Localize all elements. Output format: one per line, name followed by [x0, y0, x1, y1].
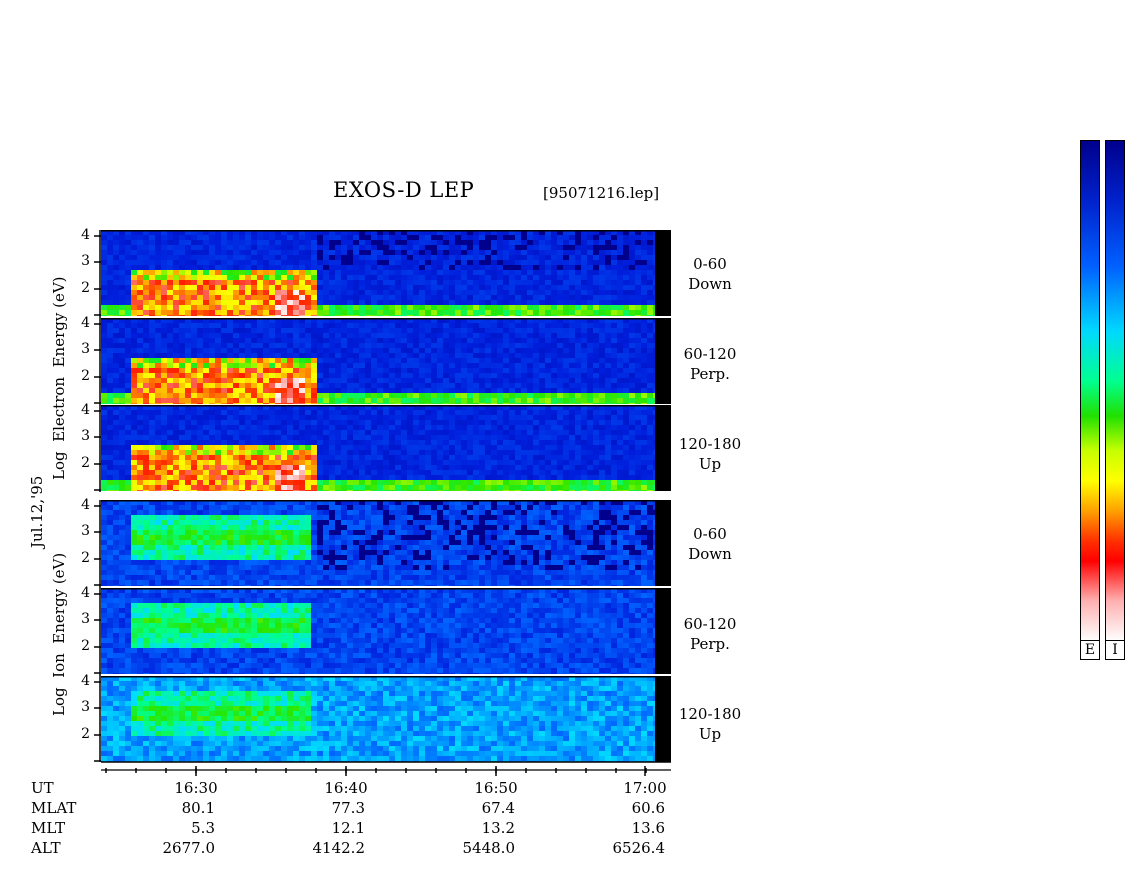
y-tick-label: 3 — [81, 611, 90, 627]
y-tick-label: 3 — [81, 341, 90, 357]
pitch-angle-direction: Up — [698, 455, 722, 473]
y-tick-label: 3 — [81, 428, 90, 444]
mlat-value: 60.6 — [631, 799, 665, 817]
chart-title: EXOS-D LEP — [333, 178, 475, 202]
colorbar-electron: E — [1080, 140, 1100, 660]
y-tick-label: 2 — [81, 455, 90, 471]
y-tick-label: 2 — [81, 550, 90, 566]
pitch-angle-range: 0-60 — [693, 255, 727, 273]
pitch-angle-range: 0-60 — [693, 525, 727, 543]
mlat-value: 67.4 — [481, 799, 515, 817]
alt-value: 5448.0 — [462, 839, 516, 857]
y-tick-label: 2 — [81, 638, 90, 654]
pitch-angle-direction: Down — [688, 275, 732, 293]
y-tick-label: 4 — [81, 315, 90, 331]
x-tick-label: 16:30 — [174, 779, 218, 797]
alt-value: 6526.4 — [612, 839, 666, 857]
row-label-alt: ALT — [31, 839, 61, 857]
pitch-angle-label: 0-60 Down — [670, 254, 750, 294]
x-tick-label: 16:50 — [474, 779, 518, 797]
y-tick-label: 2 — [81, 368, 90, 384]
electron-spectrogram-panel — [101, 230, 671, 316]
y-tick-label: 4 — [81, 673, 90, 689]
alt-value: 2677.0 — [162, 839, 216, 857]
alt-value: 4142.2 — [312, 839, 366, 857]
x-tick-label: 17:00 — [623, 779, 667, 797]
pitch-angle-direction: Down — [688, 545, 732, 563]
mlt-value: 13.2 — [481, 819, 515, 837]
y-tick-label: 3 — [81, 253, 90, 269]
spectrogram-image — [101, 500, 671, 586]
y-tick-label: 2 — [81, 726, 90, 742]
pitch-angle-label: 120-180 Up — [670, 704, 750, 744]
row-label-ut: UT — [31, 779, 54, 797]
pitch-angle-range: 60-120 — [683, 615, 737, 633]
colorbar-label: E — [1081, 640, 1099, 659]
pitch-angle-label: 60-120 Perp. — [670, 344, 750, 384]
pitch-angle-label: 60-120 Perp. — [670, 614, 750, 654]
row-label-mlt: MLT — [31, 819, 66, 837]
spectrogram-image — [101, 230, 671, 316]
electron-spectrogram-panel — [101, 405, 671, 491]
y-tick-label: 4 — [81, 497, 90, 513]
mlt-value: 13.6 — [631, 819, 665, 837]
spectrogram-image — [101, 588, 671, 674]
mlat-value: 80.1 — [181, 799, 215, 817]
y-tick-label: 4 — [81, 585, 90, 601]
mlt-value: 5.3 — [191, 819, 215, 837]
file-name: [95071216.lep] — [543, 184, 660, 202]
y-tick-label: 3 — [81, 699, 90, 715]
y-tick-label: 4 — [81, 402, 90, 418]
y-tick-label: 2 — [81, 280, 90, 296]
colorbar-ion: I — [1105, 140, 1125, 660]
y-tick-label: 4 — [81, 227, 90, 243]
ion-spectrogram-panel — [101, 588, 671, 674]
pitch-angle-direction: Perp. — [690, 635, 730, 653]
pitch-angle-range: 120-180 — [678, 435, 742, 453]
pitch-angle-direction: Up — [698, 725, 722, 743]
row-label-mlat: MLAT — [31, 799, 77, 817]
colorbar-label: I — [1106, 640, 1124, 659]
x-tick-label: 16:40 — [324, 779, 368, 797]
mlat-value: 77.3 — [331, 799, 365, 817]
spectrogram-image — [101, 318, 671, 404]
electron-spectrogram-panel — [101, 318, 671, 404]
colorbar-gradient — [1106, 141, 1124, 641]
pitch-angle-direction: Perp. — [690, 365, 730, 383]
ion-spectrogram-panel — [101, 500, 671, 586]
colorbar-gradient — [1081, 141, 1099, 641]
y-tick-label: 3 — [81, 523, 90, 539]
mlt-value: 12.1 — [331, 819, 365, 837]
pitch-angle-range: 60-120 — [683, 345, 737, 363]
pitch-angle-range: 120-180 — [678, 705, 742, 723]
spectrogram-image — [101, 405, 671, 491]
pitch-angle-label: 120-180 Up — [670, 434, 750, 474]
pitch-angle-label: 0-60 Down — [670, 524, 750, 564]
